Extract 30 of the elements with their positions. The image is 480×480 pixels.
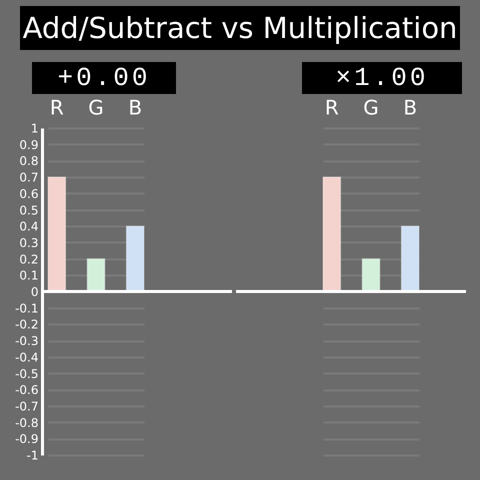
x-tick-label: R (324, 96, 339, 120)
y-tick-label: 0.6 (19, 186, 38, 201)
y-tick-label: 0.1 (19, 268, 38, 283)
y-tick-label: 0.4 (19, 220, 38, 234)
x-tick-label: G (88, 96, 104, 120)
y-tick-label: 0.3 (19, 236, 38, 250)
chart-subtitle: ×1.00 (302, 62, 462, 94)
y-tick-label: 0.5 (19, 203, 38, 218)
y-tick-label: 1 (30, 122, 38, 136)
y-tick-label: -0.2 (15, 318, 38, 332)
y-tick-label: 0.7 (19, 170, 38, 185)
y-tick-label: -0.5 (15, 366, 38, 381)
x-tick-label: B (128, 96, 142, 120)
y-tick-label: -0.4 (15, 350, 38, 364)
y-tick-label: 0.2 (19, 252, 38, 266)
y-tick-label: -0.1 (15, 301, 38, 316)
x-tick-label: B (403, 96, 418, 120)
y-tick-label: -0.9 (15, 432, 38, 446)
y-tick-label: 0.8 (19, 154, 38, 168)
y-tick-label: -0.3 (15, 334, 38, 348)
x-tick-label: R (50, 96, 64, 120)
chart-subtitle: +0.00 (32, 62, 176, 94)
y-tick-label: 0.9 (19, 138, 38, 152)
text: Add/Subtract vs Multiplication (20, 6, 460, 50)
y-tick-label: -0.7 (15, 399, 38, 414)
x-tick-label: G (363, 96, 379, 120)
y-tick-label: -0.6 (15, 383, 38, 398)
y-tick-label: -1 (26, 448, 38, 462)
y-tick-label: -0.8 (15, 416, 38, 430)
y-tick-label: 0 (30, 285, 38, 299)
